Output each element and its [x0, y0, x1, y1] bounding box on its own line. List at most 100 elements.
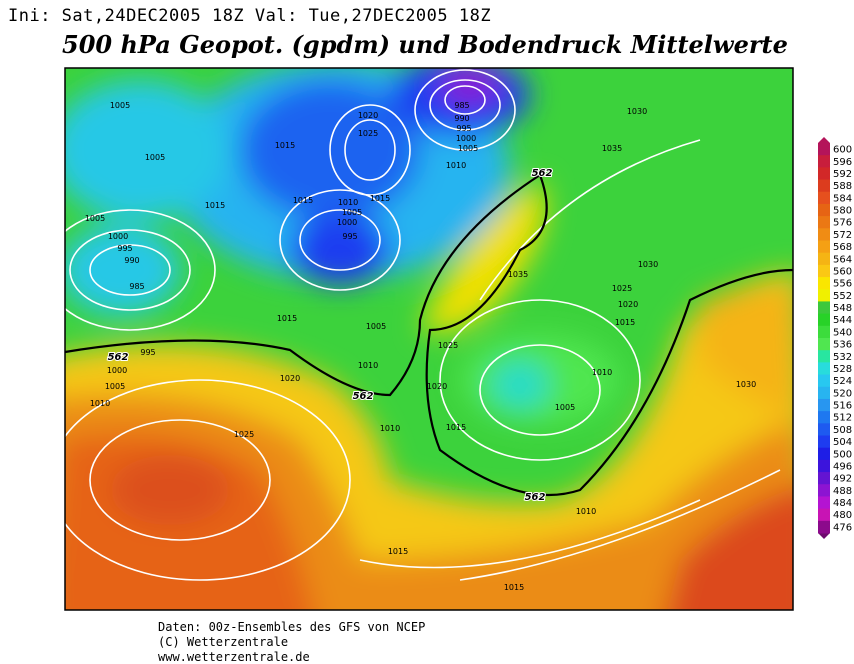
contour-label: 1005 [105, 382, 125, 391]
colorbar-label: 504 [833, 437, 852, 448]
contour-label: 1005 [110, 101, 130, 110]
map-frame [64, 67, 794, 611]
contour-label: 1005 [555, 403, 575, 412]
contour-label: 985 [454, 101, 469, 110]
contour-label: 1005 [145, 153, 165, 162]
contour-label: 995 [140, 348, 155, 357]
contour-label: 1000 [108, 232, 128, 241]
colorbar-label: 500 [833, 449, 852, 460]
contour-label: 1020 [358, 111, 378, 120]
colorbar-segment [818, 289, 830, 302]
colorbar-segment [818, 459, 830, 473]
contour-label: 1010 [380, 424, 400, 433]
colorbar-segment [818, 520, 830, 534]
colorbar-segment [818, 496, 830, 510]
contour-label: 562 [532, 168, 553, 179]
colorbar-label: 600 [833, 145, 852, 156]
field [65, 68, 793, 610]
contour-label: 1005 [366, 322, 386, 331]
colorbar-segment [818, 191, 830, 205]
colorbar-label: 524 [833, 376, 852, 387]
colorbar-label: 508 [833, 425, 852, 436]
contour-label: 995 [456, 124, 471, 133]
colorbar-label: 564 [833, 254, 852, 265]
colorbar-label: 480 [833, 510, 852, 521]
colorbar-segment [818, 301, 830, 315]
colorbar-label: 596 [833, 157, 852, 168]
contour-label: 1005 [458, 144, 478, 153]
contour-label: 1035 [602, 144, 622, 153]
contour-label: 990 [124, 256, 139, 265]
colorbar-segment [818, 325, 830, 339]
colorbar-label: 592 [833, 169, 852, 180]
contour-label: 1025 [358, 129, 378, 138]
colorbar-label: 516 [833, 401, 852, 412]
isobars [65, 69, 781, 581]
contour-label: 1030 [736, 380, 756, 389]
colorbar-label: 572 [833, 230, 852, 241]
colorbar-segment [818, 216, 830, 229]
contour-label: 1015 [446, 423, 466, 432]
colorbar-label: 512 [833, 413, 852, 424]
colorbar-top-tip [818, 137, 830, 143]
footer-line: www.wetterzentrale.de [158, 650, 310, 664]
colorbar-segment [818, 411, 830, 424]
colorbar-bottom-tip [818, 533, 830, 539]
colorbar-segment [818, 228, 830, 241]
colorbar-label: 580 [833, 206, 852, 217]
contour-label: 1020 [618, 300, 638, 309]
contour-label: 1010 [338, 198, 358, 207]
colorbar-label: 496 [833, 461, 852, 472]
colorbar-label: 484 [833, 498, 852, 509]
colorbar-segment [818, 398, 830, 412]
contour-label: 990 [454, 114, 469, 123]
contour-label: 562 [353, 391, 374, 402]
contour-label: 1010 [576, 507, 596, 516]
colorbar-label: 540 [833, 327, 852, 338]
contour-552 [65, 173, 793, 497]
contour-label: 562 [525, 492, 546, 503]
contour-label: 1015 [370, 194, 390, 203]
contour-label: 1025 [234, 430, 254, 439]
colorbar-segment [818, 313, 830, 327]
contour-label: 1005 [342, 208, 362, 217]
contour-label: 995 [342, 232, 357, 241]
colorbar-label: 528 [833, 364, 852, 375]
colorbar-segment [818, 350, 830, 363]
contour-label: 1015 [504, 583, 524, 592]
colorbar-segment [818, 203, 830, 217]
footer-line: Daten: 00z-Ensembles des GFS von NCEP [158, 620, 426, 634]
contour-label: 1000 [107, 366, 127, 375]
contour-label: 1010 [446, 161, 466, 170]
contour-label: 1000 [456, 134, 476, 143]
colorbar-segment [818, 386, 830, 400]
colorbar-segment [818, 240, 830, 254]
contour-label: 1025 [438, 341, 458, 350]
run-info: Ini: Sat,24DEC2005 18Z Val: Tue,27DEC200… [8, 6, 492, 26]
contour-label: 1030 [638, 260, 658, 269]
colorbar-label: 536 [833, 340, 852, 351]
contour-label: 1035 [508, 270, 528, 279]
contour-label: 1015 [388, 547, 408, 556]
contour-label: 1015 [293, 196, 313, 205]
contour-label: 1020 [427, 382, 447, 391]
colorbar-label: 544 [833, 315, 852, 326]
contour-label: 1010 [358, 361, 378, 370]
footer-line: (C) Wetterzentrale [158, 635, 289, 649]
colorbar-label: 584 [833, 193, 852, 204]
contour-label: 1030 [627, 107, 647, 116]
colorbar-label: 568 [833, 242, 852, 253]
colorbar-segment [818, 374, 830, 388]
contour-label: 1015 [205, 201, 225, 210]
colorbar-segment [818, 252, 830, 266]
colorbar-segment [818, 447, 830, 461]
colorbar-segment [818, 484, 830, 497]
colorbar-label: 548 [833, 303, 852, 314]
contour-label: 1025 [612, 284, 632, 293]
colorbar-segment [818, 277, 830, 290]
colorbar-segment [818, 155, 830, 168]
contour-label: 1015 [275, 141, 295, 150]
colorbar-segment [818, 472, 830, 485]
contour-label: 1005 [85, 214, 105, 223]
